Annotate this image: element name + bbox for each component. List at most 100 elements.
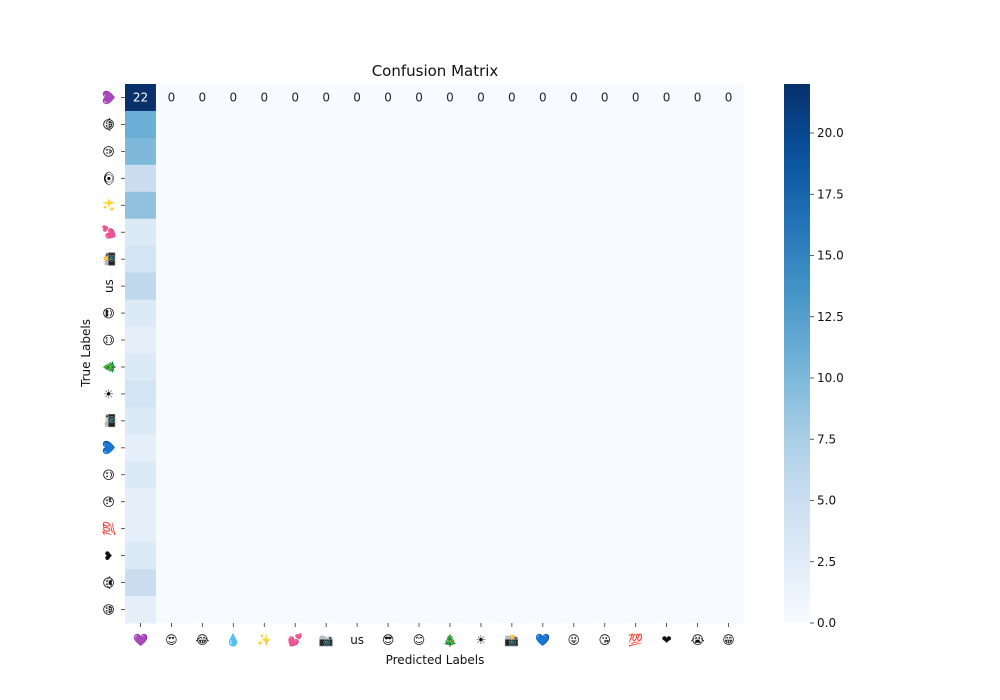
heatmap-cell bbox=[682, 272, 714, 301]
heatmap-cell bbox=[186, 353, 219, 381]
heatmap-cell bbox=[125, 84, 157, 112]
heatmap-cell bbox=[125, 110, 157, 139]
heatmap-cell bbox=[465, 380, 497, 408]
heatmap-cell bbox=[155, 218, 188, 247]
heatmap-cell bbox=[527, 326, 559, 354]
cell-value-label: 0 bbox=[446, 90, 454, 104]
heatmap-cell bbox=[558, 245, 590, 274]
heatmap-cell bbox=[186, 380, 219, 408]
heatmap-cell bbox=[372, 461, 405, 489]
heatmap-cell bbox=[125, 515, 157, 543]
heatmap-cell bbox=[434, 515, 466, 543]
heatmap-cell bbox=[403, 569, 435, 597]
colorbar-tick-label: 20.0 bbox=[817, 126, 844, 140]
heatmap-cell bbox=[496, 191, 528, 220]
heatmap-cell bbox=[403, 272, 435, 301]
heatmap-cell bbox=[682, 299, 714, 328]
heatmap-cell bbox=[186, 461, 219, 489]
x-tick-label: us bbox=[350, 633, 364, 647]
heatmap-cell bbox=[155, 137, 188, 166]
heatmap-cell bbox=[589, 407, 621, 435]
heatmap-cell bbox=[341, 353, 374, 381]
heatmap-cell bbox=[279, 380, 312, 408]
y-tick-label: 😭 bbox=[102, 576, 116, 590]
heatmap-cell bbox=[248, 353, 281, 381]
heatmap-cell bbox=[155, 272, 188, 301]
heatmap-cell bbox=[651, 164, 683, 193]
heatmap-cell bbox=[279, 245, 312, 274]
heatmap-cell bbox=[589, 461, 621, 489]
heatmap-cell bbox=[558, 515, 590, 543]
heatmap-cell bbox=[589, 515, 621, 543]
cell-value-label: 0 bbox=[291, 90, 299, 104]
heatmap-cell bbox=[620, 110, 652, 139]
heatmap-cell bbox=[651, 299, 683, 328]
heatmap-cell bbox=[310, 353, 343, 381]
heatmap-cell bbox=[248, 272, 281, 301]
heatmap-cell bbox=[217, 353, 250, 381]
heatmap-cell bbox=[620, 542, 652, 570]
heatmap-cell bbox=[465, 326, 497, 354]
heatmap-cell bbox=[682, 110, 714, 139]
heatmap-cell bbox=[682, 84, 714, 112]
cell-value-label: 0 bbox=[168, 90, 176, 104]
heatmap-cell bbox=[682, 596, 714, 624]
heatmap-cell bbox=[125, 272, 157, 301]
cell-value-label: 0 bbox=[384, 90, 392, 104]
heatmap-cell bbox=[372, 218, 405, 247]
x-tick-label: 😜 bbox=[568, 633, 581, 647]
heatmap-cell bbox=[620, 191, 652, 220]
heatmap-cell bbox=[155, 299, 188, 328]
heatmap-cell bbox=[682, 488, 714, 516]
heatmap-cell bbox=[558, 569, 590, 597]
heatmap-cell bbox=[217, 218, 250, 247]
cell-value-label: 0 bbox=[539, 90, 547, 104]
heatmap-cell bbox=[434, 353, 466, 381]
heatmap-cell bbox=[248, 164, 281, 193]
heatmap-cell bbox=[713, 110, 745, 139]
heatmap-cell bbox=[620, 137, 652, 166]
heatmap-cell bbox=[155, 245, 188, 274]
heatmap-cell bbox=[155, 542, 188, 570]
heatmap-cell bbox=[589, 569, 621, 597]
y-tick-label: 💕 bbox=[102, 225, 116, 240]
colorbar-tick-label: 0.0 bbox=[817, 616, 836, 630]
heatmap-cell bbox=[558, 164, 590, 193]
heatmap-cell bbox=[558, 137, 590, 166]
heatmap-cell bbox=[186, 272, 219, 301]
heatmap-cell bbox=[620, 272, 652, 301]
heatmap-cell bbox=[248, 515, 281, 543]
cell-value-label: 0 bbox=[477, 90, 485, 104]
heatmap-cell bbox=[527, 407, 559, 435]
heatmap-cell bbox=[651, 84, 683, 112]
heatmap-cell bbox=[558, 84, 590, 112]
heatmap-cell bbox=[713, 461, 745, 489]
heatmap-cell bbox=[651, 488, 683, 516]
heatmap-cell bbox=[527, 164, 559, 193]
y-tick-label: ☀ bbox=[102, 389, 116, 400]
heatmap-cell bbox=[155, 164, 188, 193]
heatmap-cell bbox=[279, 110, 312, 139]
heatmap-cell bbox=[496, 542, 528, 570]
x-tick-label: 💜 bbox=[133, 633, 148, 647]
heatmap-cell bbox=[248, 299, 281, 328]
y-tick-label: 😂 bbox=[102, 117, 116, 131]
heatmap-cell bbox=[248, 218, 281, 247]
heatmap-cell bbox=[341, 191, 374, 220]
heatmap-cell bbox=[403, 326, 435, 354]
heatmap-cell bbox=[713, 488, 745, 516]
heatmap-cell bbox=[217, 461, 250, 489]
y-tick-label: 💯 bbox=[102, 521, 116, 536]
heatmap-cell bbox=[589, 164, 621, 193]
heatmap-cell bbox=[248, 191, 281, 220]
colorbar-tick-label: 2.5 bbox=[817, 555, 836, 569]
heatmap-cell bbox=[713, 299, 745, 328]
y-tick-label: 😜 bbox=[102, 145, 116, 158]
heatmap-cell bbox=[465, 515, 497, 543]
heatmap-cell bbox=[527, 353, 559, 381]
heatmap-cell bbox=[496, 84, 528, 112]
heatmap-cell bbox=[403, 380, 435, 408]
heatmap-cell bbox=[186, 488, 219, 516]
heatmap-cell bbox=[217, 299, 250, 328]
heatmap-cell bbox=[434, 488, 466, 516]
